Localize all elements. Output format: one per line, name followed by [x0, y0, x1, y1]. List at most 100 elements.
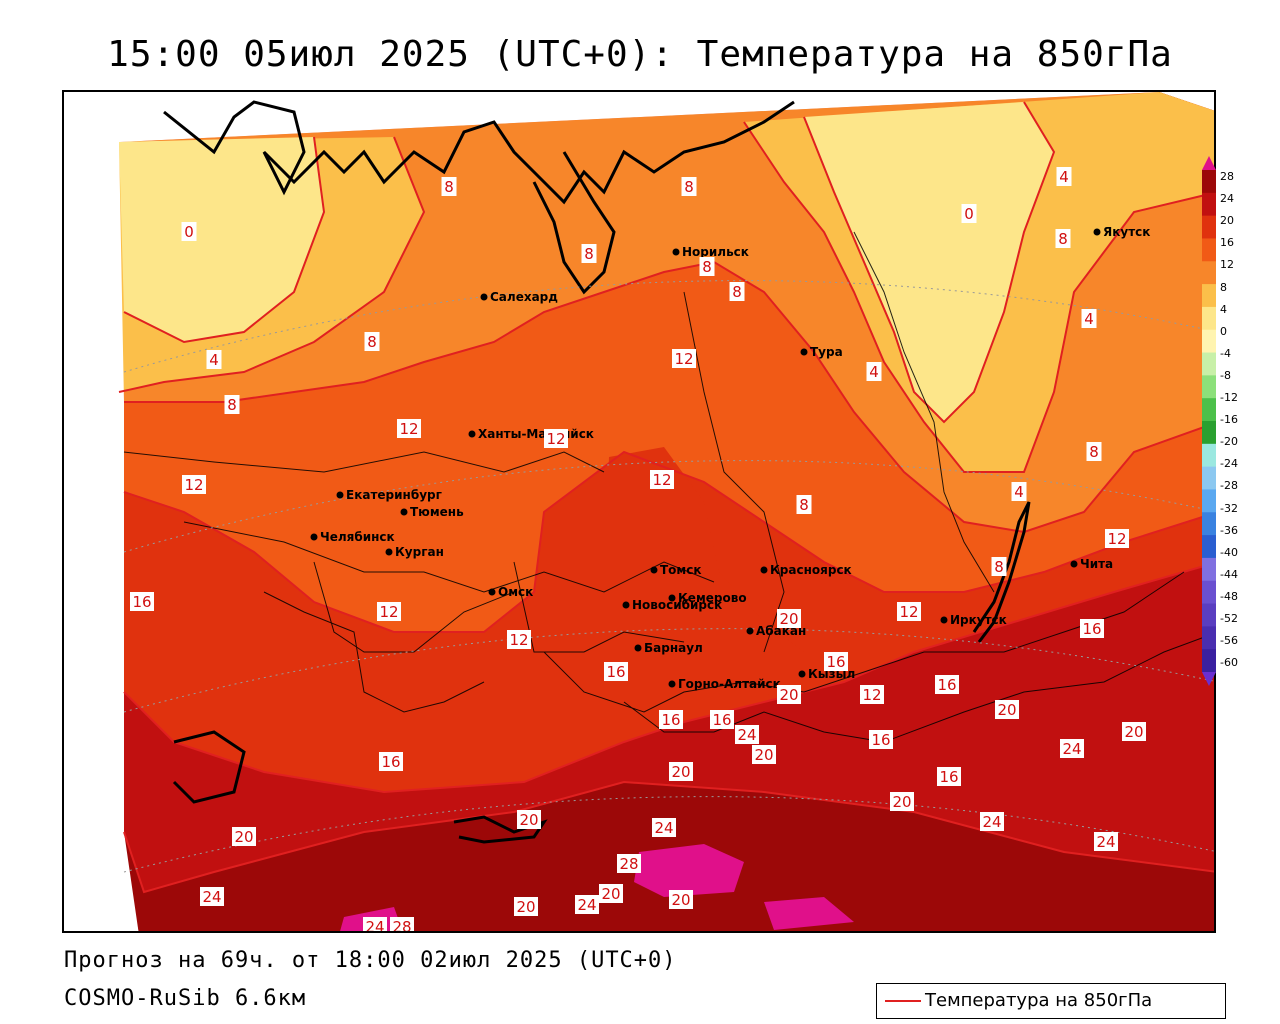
city-marker: Красноярск: [760, 563, 852, 577]
colorbar-tick-label: -16: [1220, 413, 1238, 427]
city-label: Тюмень: [410, 505, 464, 519]
city-label: Ханты-Мансийск: [478, 427, 594, 441]
border-line: [123, 451, 605, 473]
border-line: [513, 561, 685, 653]
colorbar-tick-label: 8: [1220, 280, 1227, 294]
map-canvas: Норильск Якутск Салехард Тура Ханты-Мансийск…: [64, 92, 1214, 931]
svg-text:20: 20: [892, 793, 911, 811]
colorbar-tick-label: -32: [1220, 501, 1238, 515]
border-line: [543, 571, 1185, 713]
isotherm-label: 16: [935, 675, 959, 694]
border-line: [853, 231, 995, 593]
isotherm-label: 4: [866, 362, 882, 381]
svg-text:8: 8: [444, 178, 454, 196]
colorbar: [1202, 156, 1216, 686]
colorbar-tick-label: 24: [1220, 192, 1234, 206]
colorbar-tick-label: 16: [1220, 236, 1234, 250]
svg-text:20: 20: [779, 686, 798, 704]
city-dot: [668, 594, 676, 602]
isotherm-label: 24: [735, 725, 759, 744]
colorbar-tick-label: 0: [1220, 324, 1227, 338]
city-marker: Норильск: [672, 245, 749, 259]
band-28-plus-b: [764, 897, 854, 930]
colorbar-top-arrow: [1202, 156, 1216, 170]
colorbar-tick-label: -8: [1220, 368, 1231, 382]
city-marker: Тура: [800, 345, 843, 359]
isotherm-label: 16: [710, 710, 734, 729]
colorbar-tick-label: -20: [1220, 435, 1238, 449]
isotherm-label: 20: [514, 897, 538, 916]
isotherm-label: 8: [729, 282, 745, 301]
city-dot: [746, 627, 754, 635]
colorbar-tick-label: -60: [1220, 656, 1238, 670]
svg-text:20: 20: [754, 746, 773, 764]
svg-text:8: 8: [994, 558, 1004, 576]
colorbar-tick-label: -48: [1220, 589, 1238, 603]
coastlines: [163, 100, 1031, 844]
svg-text:8: 8: [702, 258, 712, 276]
svg-text:16: 16: [606, 663, 625, 681]
svg-text:20: 20: [516, 898, 535, 916]
colorbar-segment: [1202, 170, 1216, 194]
band-28-plus-a: [634, 844, 744, 897]
svg-text:16: 16: [939, 768, 958, 786]
colorbar-segment: [1202, 603, 1216, 627]
svg-text:20: 20: [519, 811, 538, 829]
colorbar-tick-label: 28: [1220, 170, 1234, 183]
city-marker: Якутск: [1093, 225, 1150, 239]
svg-text:24: 24: [202, 888, 221, 906]
svg-text:8: 8: [732, 283, 742, 301]
isotherm-label: 8: [441, 177, 457, 196]
isotherm-line: [123, 450, 1214, 633]
city-label: Новосибирск: [632, 598, 722, 612]
legend-line-swatch: [885, 1000, 921, 1002]
city-marker: Тюмень: [400, 505, 464, 519]
svg-text:20: 20: [1124, 723, 1143, 741]
city-dot: [940, 616, 948, 624]
isotherm-label: 16: [604, 662, 628, 681]
isotherm-label: 24: [1094, 832, 1118, 851]
svg-text:8: 8: [584, 245, 594, 263]
svg-text:24: 24: [654, 819, 673, 837]
isotherm-label: 16: [130, 592, 154, 611]
colorbar-tick-label: -40: [1220, 545, 1238, 559]
svg-text:16: 16: [381, 753, 400, 771]
caspian-sea: [172, 730, 246, 804]
svg-text:16: 16: [712, 711, 731, 729]
svg-text:28: 28: [619, 855, 638, 873]
legend-entry: Температура на 850гПа: [925, 990, 1153, 1011]
model-info: COSMO-RuSib 6.6км: [64, 986, 307, 1011]
svg-text:16: 16: [937, 676, 956, 694]
colorbar-segment: [1202, 626, 1216, 650]
isotherm-label: 16: [1080, 619, 1104, 638]
city-dot: [336, 491, 344, 499]
border-line: [263, 591, 485, 713]
colorbar-segment: [1202, 489, 1216, 513]
colorbar-segment: [1202, 284, 1216, 308]
border-line: [183, 521, 715, 593]
city-marker: Новосибирск: [622, 598, 722, 612]
colorbar-segment: [1202, 375, 1216, 399]
colorbar-tick-label: -28: [1220, 479, 1238, 493]
isotherm-label: 20: [777, 609, 801, 628]
isotherm-label: 12: [860, 685, 884, 704]
svg-text:12: 12: [674, 350, 693, 368]
city-label: Барнаул: [644, 641, 703, 655]
isotherm-label: 8: [991, 557, 1007, 576]
latitude-line: [123, 796, 1214, 873]
isotherm-label: 20: [890, 792, 914, 811]
colorbar-segment: [1202, 398, 1216, 422]
isotherm-label: 12: [182, 475, 206, 494]
city-dot: [634, 644, 642, 652]
svg-text:12: 12: [509, 631, 528, 649]
city-marker: Кемерово: [668, 591, 747, 605]
svg-text:12: 12: [399, 420, 418, 438]
isotherm-label: 4: [1081, 309, 1097, 328]
svg-text:16: 16: [132, 593, 151, 611]
svg-text:4: 4: [209, 351, 219, 369]
map-title: 15:00 05июл 2025 (UTC+0): Температура на…: [107, 34, 1173, 75]
city-marker: Томск: [650, 563, 702, 577]
city-dot: [672, 248, 680, 256]
city-label: Салехард: [490, 290, 558, 304]
isotherm-label: 8: [681, 177, 697, 196]
